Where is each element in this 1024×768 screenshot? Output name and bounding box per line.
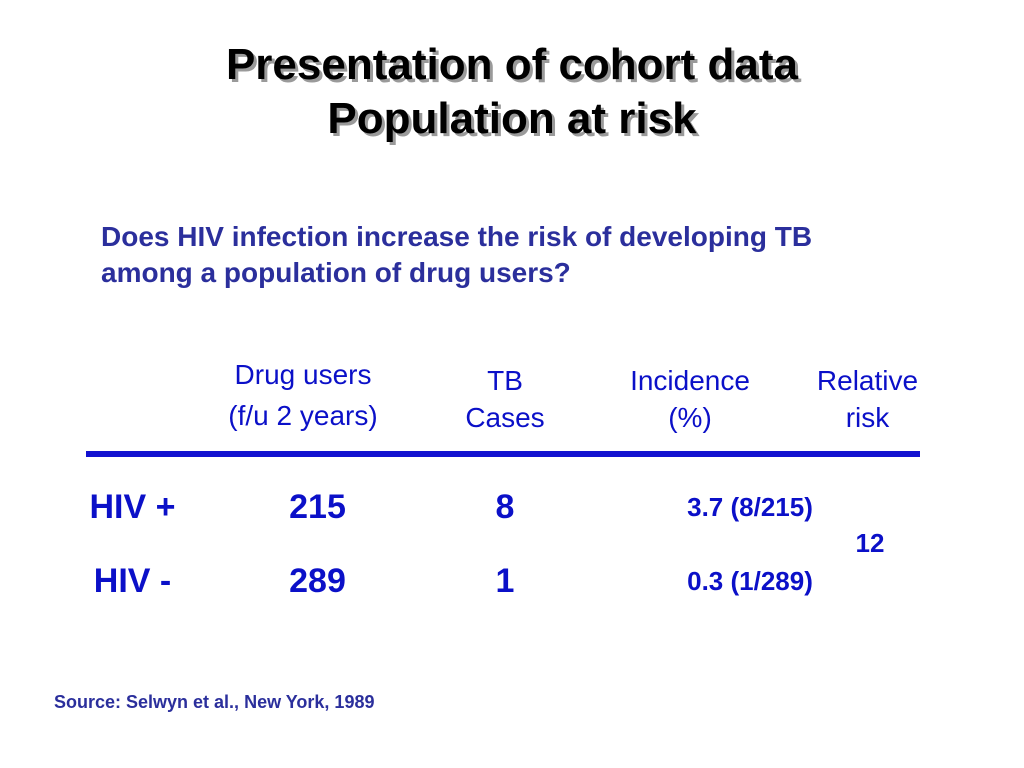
row-hiv-negative-label: HIV - [93,562,172,600]
source-citation: Source: Selwyn et al., New York, 1989 [54,692,375,712]
research-question: Does HIV infection increase the risk of … [101,219,1001,291]
header-tb-line-2: Cases [465,402,545,433]
header-tb-cases: TB Cases [440,362,570,436]
row-hiv-negative-drug-users: 289 [289,562,346,600]
header-relative-risk: Relative risk [795,362,940,436]
row-hiv-positive-incidence: 3.7 (8/215) [687,492,813,522]
header-relative-line-2: risk [845,402,890,433]
relative-risk-value: 12 [855,528,885,558]
question-line-2: among a population of drug users? [101,257,571,288]
row-hiv-positive-label: HIV + [89,488,176,526]
title-line-2: Population at risk [327,94,697,143]
header-incidence: Incidence (%) [600,362,780,436]
header-drug-users-line-1: Drug users [234,359,372,390]
header-tb-line-1: TB [487,365,523,396]
header-drug-users: Drug users (f/u 2 years) [200,356,406,434]
slide-title: Presentation of cohort data Population a… [0,38,1024,146]
title-line-1: Presentation of cohort data [225,40,799,89]
header-incidence-line-2: (%) [668,402,712,433]
header-drug-users-line-2: (f/u 2 years) [228,400,378,431]
row-hiv-positive-drug-users: 215 [289,488,346,526]
row-hiv-negative-tb-cases: 1 [495,562,515,600]
header-incidence-line-1: Incidence [630,365,750,396]
question-line-1: Does HIV infection increase the risk of … [101,221,813,252]
row-hiv-positive-tb-cases: 8 [495,488,515,526]
header-relative-line-1: Relative [816,365,919,396]
header-divider [86,451,920,457]
row-hiv-negative-incidence: 0.3 (1/289) [687,566,813,596]
